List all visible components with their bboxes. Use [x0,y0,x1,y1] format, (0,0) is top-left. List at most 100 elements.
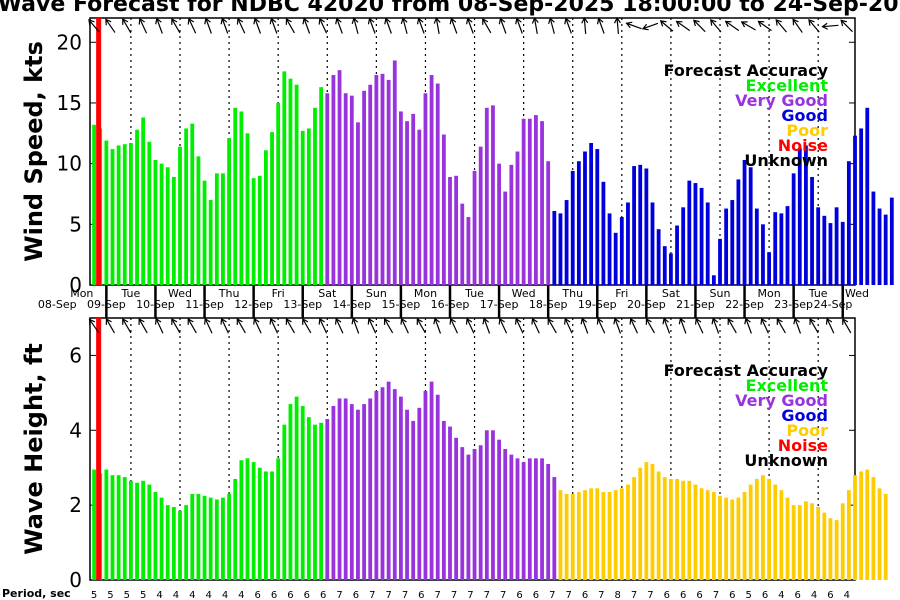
wind-bar [147,141,152,285]
wind-direction-arrow [449,17,458,34]
legend-entry: Unknown [744,451,828,470]
wave-bar [386,381,391,580]
wind-bar [221,173,225,285]
wind-bar [552,210,557,285]
wind-bar [791,173,796,285]
wave-bar [380,387,385,580]
wind-noise-marker [96,18,102,285]
wind-bar [392,60,397,286]
wind-bar [294,84,299,285]
day-name: Sun [366,287,387,300]
period-value: 4 [222,590,228,600]
wave-bar [583,490,587,580]
period-value: 7 [631,590,637,600]
wind-bar [889,197,894,285]
day-date: 23-Sep [774,298,813,311]
wind-bar [846,161,851,285]
wave-direction-arrow [793,317,802,334]
wave-direction-arrow [187,318,197,334]
wave-bar [448,426,452,580]
wave-direction-arrow [351,317,360,334]
wind-bar [711,275,716,285]
wind-bar [736,179,741,285]
wind-direction-arrow [351,17,359,34]
wave-direction-arrow [547,318,557,334]
wave-bar [478,445,483,580]
wave-bar [534,458,538,580]
period-value: 7 [549,590,555,600]
wave-bar [742,492,747,580]
wind-bar [319,87,324,285]
wave-bar [607,492,612,580]
wind-bar [840,221,845,285]
wind-bar [576,161,581,285]
wave-bar [521,462,526,580]
wind-bar [662,246,667,285]
wind-bar [797,147,802,285]
wave-direction-arrow [694,317,704,334]
wave-bar [846,490,851,580]
period-value: 7 [369,590,375,600]
day-name: Tue [464,287,484,300]
wind-bar [343,93,348,285]
wind-bar [386,79,391,286]
wave-bar [834,520,839,580]
wind-direction-arrow [531,16,539,34]
period-value: 7 [713,590,719,600]
wind-direction-arrow [416,17,425,34]
wave-ytick-label: 0 [69,568,82,592]
wave-bar [564,493,569,580]
wind-bar [816,207,821,285]
day-date: 16-Sep [431,298,470,311]
wind-bar [503,191,508,285]
wind-bar [171,176,176,285]
period-value: 5 [107,590,113,600]
wave-bar [730,499,735,580]
wind-bar [208,200,213,285]
wind-ylabel: Wind Speed, kts [20,41,48,262]
wave-direction-arrow [498,317,508,334]
wave-direction-arrow [645,318,655,334]
day-name: Mon [414,287,437,300]
wind-bar [564,200,569,285]
day-name: Thu [561,287,583,300]
wave-ytick-label: 6 [69,343,82,367]
wind-direction-arrow [105,18,116,33]
wave-bar [221,497,225,580]
period-value: 4 [844,590,850,600]
wind-bar [159,163,164,285]
wave-bar [822,512,827,580]
wave-bar [718,495,722,580]
wind-bar [521,118,526,286]
wave-bar [570,493,575,580]
wave-bar [313,424,317,580]
period-value: 7 [402,590,408,600]
wave-bar [202,495,207,580]
wave-bar [319,422,324,580]
wave-direction-arrow [678,317,687,334]
wave-direction-arrow [596,317,606,334]
wave-bar [104,469,109,580]
wave-bar [153,492,158,580]
wind-bar [558,213,563,285]
wave-bar [754,478,759,580]
wind-bar [380,73,385,285]
wind-bar [748,167,753,285]
wave-bar [257,467,262,580]
wind-direction-arrow [204,17,212,34]
wind-bar [632,166,636,285]
wind-bar [883,214,888,285]
wave-bar [116,475,121,580]
wind-bar [804,145,808,285]
period-value: 7 [467,590,473,600]
period-value: 6 [353,590,359,600]
wave-bar [362,404,366,580]
period-value: 4 [156,590,162,600]
wind-bar [730,200,735,285]
wave-bar [871,477,876,580]
legend-entry: Very Good [735,391,828,410]
wave-bar [558,490,563,580]
chart-title: & Wave Forecast for NDBC 42020 from 08-S… [0,0,900,17]
wind-bar [534,115,538,285]
legend-entry: Good [781,406,828,425]
